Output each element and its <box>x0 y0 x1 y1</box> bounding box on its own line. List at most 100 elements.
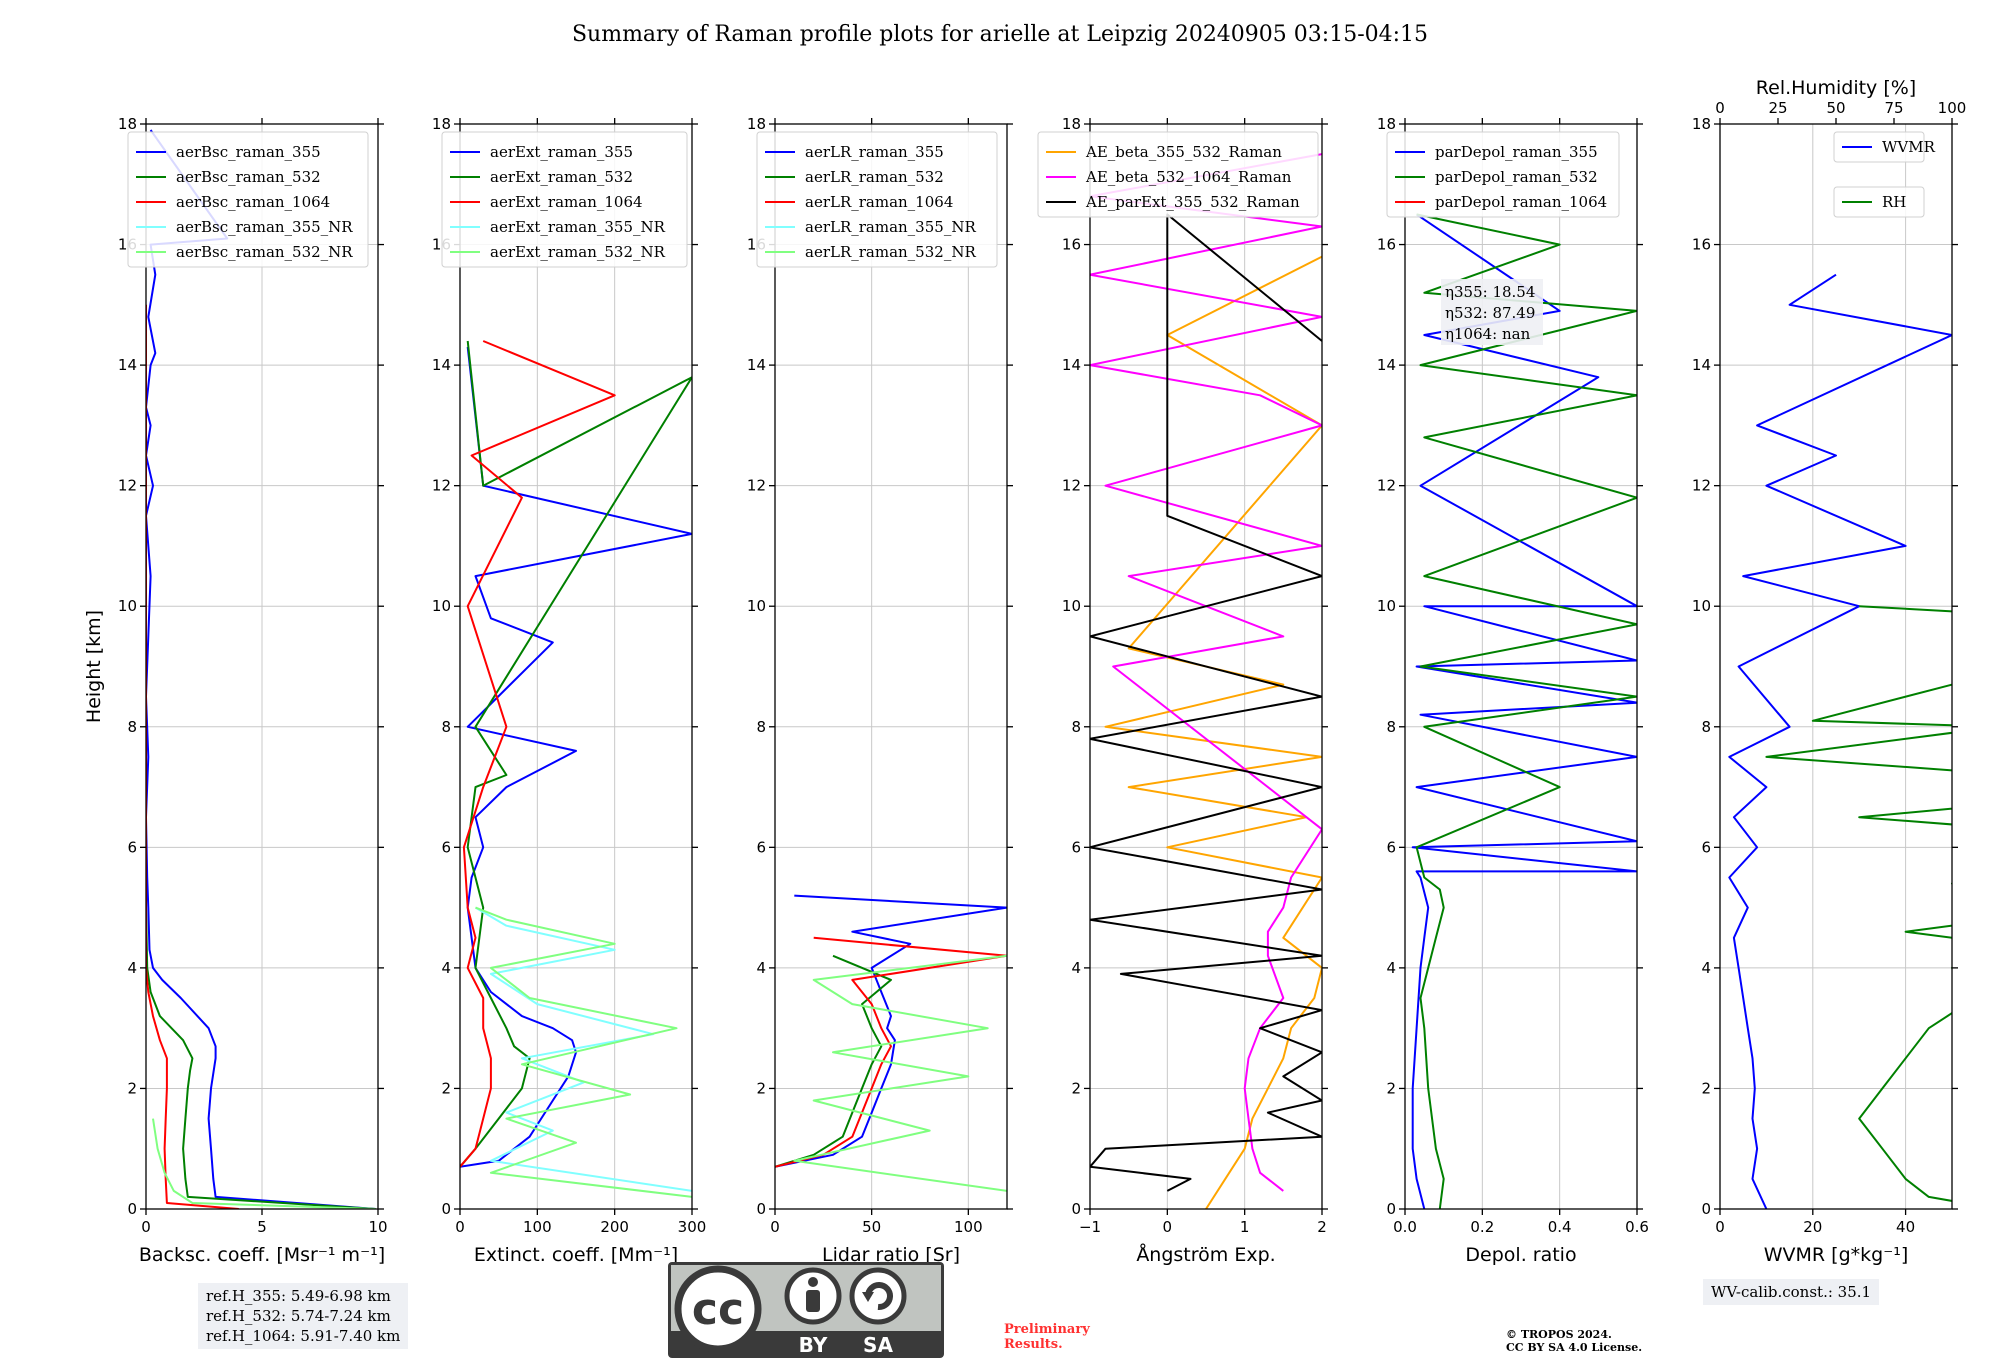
series-line-WVMR <box>1728 273 1952 1209</box>
legend-label: parDepol_raman_532 <box>1435 168 1598 186</box>
person-body-icon <box>806 1290 820 1312</box>
legend-box <box>441 131 688 268</box>
y-tick-label: 16 <box>1062 236 1081 254</box>
person-head-icon <box>808 1277 818 1287</box>
y-tick-label: 0 <box>441 1200 451 1218</box>
y-tick-label: 10 <box>1062 597 1081 615</box>
eta-annotation: η1064: nan <box>1445 325 1531 343</box>
reference-height-box: ref.H_355: 5.49-6.98 km ref.H_532: 5.74-… <box>198 1283 409 1349</box>
legend-label: aerExt_raman_355 <box>490 143 633 161</box>
y-tick-label: 10 <box>432 597 451 615</box>
axes-frame <box>1719 123 1953 1210</box>
wv-calibration-box: WV-calib.const.: 35.1 <box>1703 1279 1880 1305</box>
y-tick-label: 12 <box>432 477 451 495</box>
series-group <box>1411 213 1637 1209</box>
y-tick-label: 18 <box>747 115 766 133</box>
y-tick-label: 4 <box>1701 959 1711 977</box>
legend-label: AE_parExt_355_532_Raman <box>1085 193 1300 211</box>
legend-box <box>1833 186 1925 218</box>
series-line-aerExt_raman_1064 <box>460 340 616 1168</box>
x-tick-label: 50 <box>862 1218 881 1236</box>
series-group <box>1728 273 1952 1209</box>
series-line-aerBsc_raman_355 <box>146 129 376 1209</box>
y-tick-label: 10 <box>1377 597 1396 615</box>
y-tick-label: 18 <box>118 115 137 133</box>
x-tick-label: 0 <box>1715 1218 1725 1236</box>
legend-box <box>1833 131 1925 163</box>
top-x-tick-label: 100 <box>1938 99 1967 117</box>
x-tick-label: 20 <box>1803 1218 1822 1236</box>
series-group <box>460 340 692 1198</box>
series-line-parDepol_raman_355 <box>1411 213 1637 1209</box>
preliminary-results-note: Preliminary Results. <box>1004 1322 1090 1352</box>
sa-arrow-head-icon <box>862 1292 874 1302</box>
legend-label: aerBsc_raman_355_NR <box>176 218 353 236</box>
y-tick-label: 6 <box>1386 838 1396 856</box>
y-tick-label: 8 <box>1701 718 1711 736</box>
series-group <box>1090 153 1322 1209</box>
x-axis-label: WVMR [g*kg⁻¹] <box>1764 1244 1909 1266</box>
x-tick-label: 200 <box>600 1218 629 1236</box>
series-line-aerLR_raman_1064 <box>775 936 1007 1168</box>
series-line-aerExt_raman_532 <box>460 340 692 1168</box>
cc-circle-icon <box>674 1265 762 1353</box>
x-tick-label: 0.6 <box>1625 1218 1649 1236</box>
y-tick-label: 4 <box>1071 959 1081 977</box>
legend-label: parDepol_raman_1064 <box>1435 193 1607 211</box>
series-line-AE_beta_532_1064_Raman <box>1090 153 1322 1192</box>
y-tick-label: 8 <box>127 718 137 736</box>
y-tick-label: 14 <box>118 356 137 374</box>
top-x-tick-label: 0 <box>1715 99 1725 117</box>
top-x-tick-label: 50 <box>1826 99 1845 117</box>
series-line-parDepol_raman_532 <box>1415 213 1637 1209</box>
copyright-note: © TROPOS 2024. CC BY SA 4.0 License. <box>1506 1328 1642 1354</box>
x-tick-label: 0 <box>770 1218 780 1236</box>
by-text: BY <box>799 1333 828 1357</box>
cc-text: cc <box>692 1284 744 1335</box>
legend-label: AE_beta_532_1064_Raman <box>1085 168 1292 186</box>
ref-height-532: ref.H_532: 5.74-7.24 km <box>206 1307 391 1325</box>
y-tick-label: 12 <box>1377 477 1396 495</box>
y-tick-label: 14 <box>1377 356 1396 374</box>
y-tick-label: 2 <box>127 1079 137 1097</box>
x-tick-label: −1 <box>1079 1218 1101 1236</box>
series-line-aerBsc_raman_532 <box>146 907 376 1209</box>
preliminary-line-1: Preliminary <box>1004 1322 1090 1337</box>
legend-label: aerLR_raman_355 <box>805 143 944 161</box>
x-axis-label: Extinct. coeff. [Mm⁻¹] <box>474 1244 678 1266</box>
y-tick-label: 6 <box>756 838 766 856</box>
x-axis-label: Depol. ratio <box>1465 1244 1576 1266</box>
series-line-aerLR_raman_532 <box>775 954 892 1168</box>
y-tick-label: 2 <box>1701 1079 1711 1097</box>
x-tick-label: 0.4 <box>1548 1218 1572 1236</box>
copyright-line-2: CC BY SA 4.0 License. <box>1506 1341 1643 1354</box>
eta-annotation: η532: 87.49 <box>1445 304 1535 322</box>
sa-text: SA <box>863 1333 893 1357</box>
legend-box <box>127 131 369 268</box>
x-axis-label: Lidar ratio [Sr] <box>822 1244 960 1266</box>
ref-height-1064: ref.H_1064: 5.91-7.40 km <box>206 1327 401 1345</box>
x-tick-label: 40 <box>1896 1218 1915 1236</box>
legend-label: aerExt_raman_532_NR <box>490 243 666 261</box>
y-tick-label: 8 <box>1071 718 1081 736</box>
eta-annotation: η355: 18.54 <box>1445 283 1535 301</box>
x-tick-label: 10 <box>368 1218 387 1236</box>
x-tick-label: 0 <box>455 1218 465 1236</box>
x-tick-label: 2 <box>1317 1218 1327 1236</box>
x-axis-label: Backsc. coeff. [Msr⁻¹ m⁻¹] <box>139 1244 385 1266</box>
y-tick-label: 8 <box>756 718 766 736</box>
y-tick-label: 0 <box>1386 1200 1396 1218</box>
x-axis-label: Ångström Exp. <box>1136 1243 1275 1266</box>
wv-calibration-constant: WV-calib.const.: 35.1 <box>1711 1283 1872 1301</box>
legend-label: aerExt_raman_532 <box>490 168 633 186</box>
x-tick-label: 1 <box>1240 1218 1250 1236</box>
y-tick-label: 10 <box>747 597 766 615</box>
y-tick-label: 6 <box>1071 838 1081 856</box>
sa-share-icon <box>849 1267 907 1325</box>
y-tick-label: 4 <box>1386 959 1396 977</box>
y-tick-label: 2 <box>1386 1079 1396 1097</box>
